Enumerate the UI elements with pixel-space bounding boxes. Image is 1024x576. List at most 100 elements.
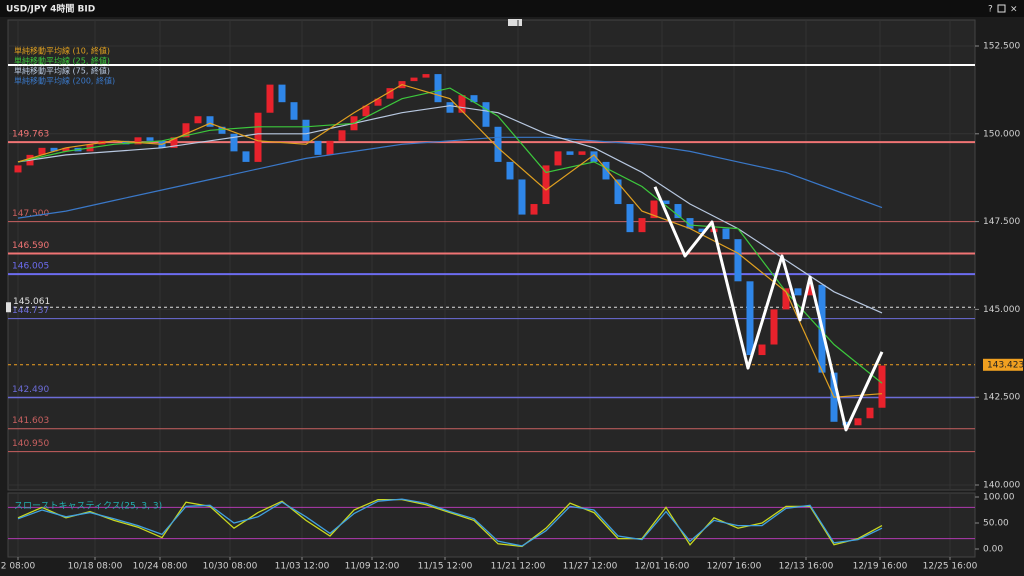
candle — [878, 365, 886, 408]
candle — [470, 95, 478, 103]
candle — [146, 137, 154, 141]
legend-entry: 単純移動平均線 (75, 終値) — [14, 66, 110, 76]
candle — [218, 126, 226, 134]
candle — [506, 161, 514, 180]
marker-label: 145.061 — [13, 297, 50, 307]
level-label: 147.500 — [12, 209, 49, 219]
candle — [206, 116, 214, 127]
candle — [866, 407, 874, 419]
legend-entry: 単純移動平均線 (200, 終値) — [14, 76, 115, 86]
y-tick-label: 140.000 — [983, 481, 1020, 491]
candle — [530, 204, 538, 215]
x-tick-label: 10/30 08:00 — [203, 562, 258, 572]
candle — [590, 151, 598, 162]
main-plot — [7, 19, 976, 491]
x-tick-label: 12/19 16:00 — [853, 562, 908, 572]
candle — [14, 165, 22, 173]
candle — [38, 147, 46, 155]
y-tick-label: 145.000 — [983, 305, 1020, 315]
candle — [242, 151, 250, 162]
candle — [134, 137, 142, 145]
candle — [578, 151, 586, 155]
candle — [410, 77, 418, 82]
candle — [554, 151, 562, 166]
candle — [542, 165, 550, 205]
candle — [734, 239, 742, 282]
candle — [806, 284, 814, 296]
collapse-toggle[interactable] — [508, 19, 522, 26]
zigzag — [653, 186, 884, 432]
stoch-line — [17, 498, 883, 547]
candle — [254, 112, 262, 162]
x-tick-label: 10/18 08:00 — [68, 562, 123, 572]
candle — [230, 133, 238, 152]
candle — [638, 218, 646, 233]
candle — [746, 281, 754, 356]
candle — [302, 119, 310, 141]
x-tick-label: 12/13 16:00 — [779, 562, 834, 572]
marker-handle — [6, 302, 11, 313]
candle — [650, 200, 658, 219]
x-tick-label: 12/25 16:00 — [923, 562, 978, 572]
candle — [182, 123, 190, 138]
y-tick-label: 152.500 — [983, 42, 1020, 52]
x-tick-label: 11/03 12:00 — [275, 562, 330, 572]
moving-average — [17, 136, 883, 219]
level-label: 144.737 — [12, 306, 49, 316]
y-tick-label: 142.500 — [983, 393, 1020, 403]
chart-layer: 2 08:00 10/18 08:00 10/24 08:00 10/30 08:00… — [1, 20, 1024, 572]
candle — [782, 288, 790, 310]
candle — [686, 218, 694, 229]
candle — [602, 161, 610, 180]
level-label: 140.950 — [12, 439, 49, 449]
candle — [434, 74, 442, 103]
x-tick-label: 2 08:00 — [1, 562, 36, 572]
y-tick-label: 100.00 — [983, 493, 1015, 503]
x-tick-label: 11/09 12:00 — [345, 562, 400, 572]
candle — [446, 102, 454, 113]
close-button[interactable]: × — [1010, 5, 1018, 15]
stoch-line — [17, 498, 883, 548]
candle — [314, 140, 322, 155]
x-tick-label: 11/15 12:00 — [418, 562, 473, 572]
x-tick-label: 12/01 16:00 — [635, 562, 690, 572]
stoch-title: スローストキャスティクス(25, 3, 3) — [14, 501, 162, 512]
y-tick-label: 0.00 — [983, 545, 1003, 555]
candle — [698, 228, 706, 233]
candle — [566, 151, 574, 155]
candle — [62, 147, 70, 152]
x-tick-label: 12/07 16:00 — [707, 562, 762, 572]
y-tick-label: 147.500 — [983, 217, 1020, 227]
stoch-plot — [7, 492, 976, 558]
legend-entry: 単純移動平均線 (25, 終値) — [14, 56, 110, 66]
candle — [614, 179, 622, 205]
candle — [422, 74, 430, 78]
candle — [674, 204, 682, 219]
candle — [722, 228, 730, 240]
candle — [770, 309, 778, 345]
maximize-button[interactable] — [997, 4, 1006, 13]
last-price-label: 143.423 — [987, 360, 1024, 370]
x-tick-label: 11/21 12:00 — [491, 562, 546, 572]
candle — [758, 344, 766, 356]
x-tick-label: 10/24 08:00 — [133, 562, 188, 572]
candle — [362, 105, 370, 117]
x-tick-label: 11/27 12:00 — [563, 562, 618, 572]
y-tick-label: 150.000 — [983, 129, 1020, 139]
candle — [482, 102, 490, 127]
moving-average — [17, 87, 883, 384]
level-label: 141.603 — [12, 416, 49, 426]
window-title: USD/JPY 4時間 BID — [6, 3, 95, 15]
candle — [626, 204, 634, 233]
legend-entry: 単純移動平均線 (10, 終値) — [14, 46, 110, 56]
candle — [854, 418, 862, 426]
last-price-tag — [983, 358, 1023, 371]
candle — [458, 95, 466, 113]
candle — [326, 140, 334, 155]
moving-average — [17, 83, 883, 398]
candle — [194, 116, 202, 124]
candle — [374, 98, 382, 106]
help-button[interactable]: ? — [988, 5, 993, 15]
